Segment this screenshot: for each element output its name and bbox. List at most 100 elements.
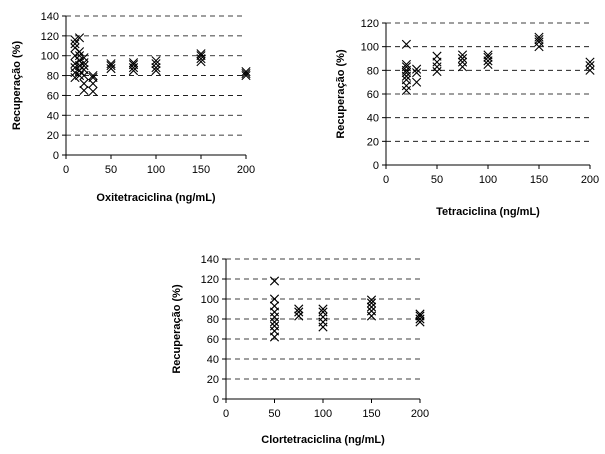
y-tick-label: 40 bbox=[207, 354, 219, 366]
y-tick-label: 0 bbox=[213, 394, 219, 406]
data-point bbox=[79, 65, 89, 75]
data-point bbox=[88, 86, 98, 97]
y-tick-label: 0 bbox=[53, 150, 59, 162]
data-point bbox=[269, 276, 280, 286]
x-axis-label: Clortetraciclina (ng/mL) bbox=[261, 434, 385, 446]
y-tick-label: 120 bbox=[361, 18, 379, 30]
data-point bbox=[415, 309, 425, 319]
data-point bbox=[269, 326, 280, 336]
x-tick-label: 0 bbox=[223, 408, 229, 420]
data-point bbox=[366, 302, 377, 312]
data-point bbox=[241, 67, 251, 77]
y-tick-label: 40 bbox=[47, 110, 59, 122]
data-point bbox=[74, 33, 85, 43]
data-point bbox=[74, 51, 85, 61]
x-tick-label: 100 bbox=[147, 164, 165, 176]
x-tick-label: 50 bbox=[431, 174, 443, 186]
x-tick-label: 0 bbox=[383, 174, 389, 186]
y-tick-label: 20 bbox=[47, 130, 59, 142]
data-point bbox=[79, 61, 89, 71]
data-point bbox=[585, 65, 595, 75]
y-tick-label: 100 bbox=[201, 294, 219, 306]
data-point bbox=[483, 52, 493, 62]
x-axis-label: Oxitetraciclina (ng/mL) bbox=[96, 192, 216, 204]
data-point bbox=[585, 61, 595, 71]
y-tick-label: 20 bbox=[367, 136, 379, 148]
x-tick-label: 100 bbox=[314, 408, 332, 420]
data-point bbox=[534, 34, 544, 45]
data-point bbox=[318, 304, 328, 314]
y-axis-label: Recuperação (%) bbox=[11, 41, 23, 131]
y-tick-label: 20 bbox=[207, 374, 219, 386]
data-point bbox=[70, 59, 80, 69]
data-point bbox=[269, 321, 280, 331]
data-point bbox=[401, 39, 411, 49]
data-point bbox=[88, 72, 98, 83]
x-tick-label: 150 bbox=[530, 174, 548, 186]
data-point bbox=[196, 49, 206, 59]
data-point bbox=[269, 294, 280, 304]
x-tick-label: 50 bbox=[105, 164, 117, 176]
data-point bbox=[106, 59, 116, 69]
data-point bbox=[269, 301, 280, 311]
y-axis-label: Recuperação (%) bbox=[171, 284, 183, 374]
data-point bbox=[432, 51, 442, 61]
data-point bbox=[412, 77, 422, 87]
data-point bbox=[432, 62, 442, 72]
data-point bbox=[241, 70, 251, 81]
data-point bbox=[318, 317, 328, 327]
data-point bbox=[128, 60, 139, 70]
data-point bbox=[432, 66, 442, 77]
data-point bbox=[366, 306, 377, 316]
data-point bbox=[412, 68, 422, 78]
y-tick-label: 60 bbox=[47, 90, 59, 102]
data-point bbox=[401, 85, 411, 96]
data-point bbox=[318, 307, 328, 317]
data-point bbox=[241, 68, 251, 79]
data-point bbox=[585, 57, 595, 67]
y-tick-label: 40 bbox=[367, 113, 379, 125]
data-point bbox=[401, 59, 411, 70]
data-point bbox=[151, 59, 161, 69]
data-point bbox=[294, 311, 304, 321]
y-tick-label: 120 bbox=[201, 274, 219, 286]
y-tick-label: 100 bbox=[361, 42, 379, 54]
data-point bbox=[318, 312, 328, 322]
data-point bbox=[88, 70, 98, 81]
data-point bbox=[483, 59, 493, 70]
x-tick-label: 200 bbox=[581, 174, 599, 186]
y-tick-label: 80 bbox=[47, 71, 59, 83]
x-axis-label: Tetraciclina (ng/mL) bbox=[436, 206, 540, 218]
data-point bbox=[401, 75, 411, 85]
data-point bbox=[457, 53, 468, 64]
data-point bbox=[70, 63, 80, 73]
data-point bbox=[318, 322, 328, 332]
x-tick-label: 200 bbox=[237, 164, 255, 176]
x-tick-label: 200 bbox=[411, 408, 429, 420]
data-point bbox=[412, 64, 422, 74]
data-point bbox=[151, 56, 161, 66]
chart-tetraciclina: 0 20 40 60 80 100 120 0 50 100 150 200 Tetraciclina … bbox=[335, 18, 599, 218]
data-point bbox=[70, 39, 80, 49]
y-tick-label: 60 bbox=[367, 89, 379, 101]
data-point bbox=[366, 295, 377, 305]
data-point bbox=[106, 61, 116, 71]
data-point bbox=[457, 62, 468, 72]
y-tick-label: 140 bbox=[201, 254, 219, 266]
data-point bbox=[534, 32, 544, 42]
x-tick-label: 100 bbox=[479, 174, 497, 186]
data-point bbox=[534, 42, 544, 52]
x-tick-label: 150 bbox=[192, 164, 210, 176]
y-tick-label: 120 bbox=[41, 31, 59, 43]
data-point bbox=[401, 62, 411, 72]
data-point bbox=[151, 63, 161, 73]
y-tick-label: 0 bbox=[373, 160, 379, 172]
chart-clortetraciclina: 0 20 40 60 80 100 120 140 0 50 100 150 200 Clortetrac… bbox=[171, 254, 429, 446]
y-tick-label: 80 bbox=[207, 314, 219, 326]
data-point bbox=[151, 66, 161, 76]
data-point bbox=[457, 50, 468, 60]
data-point bbox=[79, 53, 89, 63]
y-tick-label: 60 bbox=[207, 334, 219, 346]
